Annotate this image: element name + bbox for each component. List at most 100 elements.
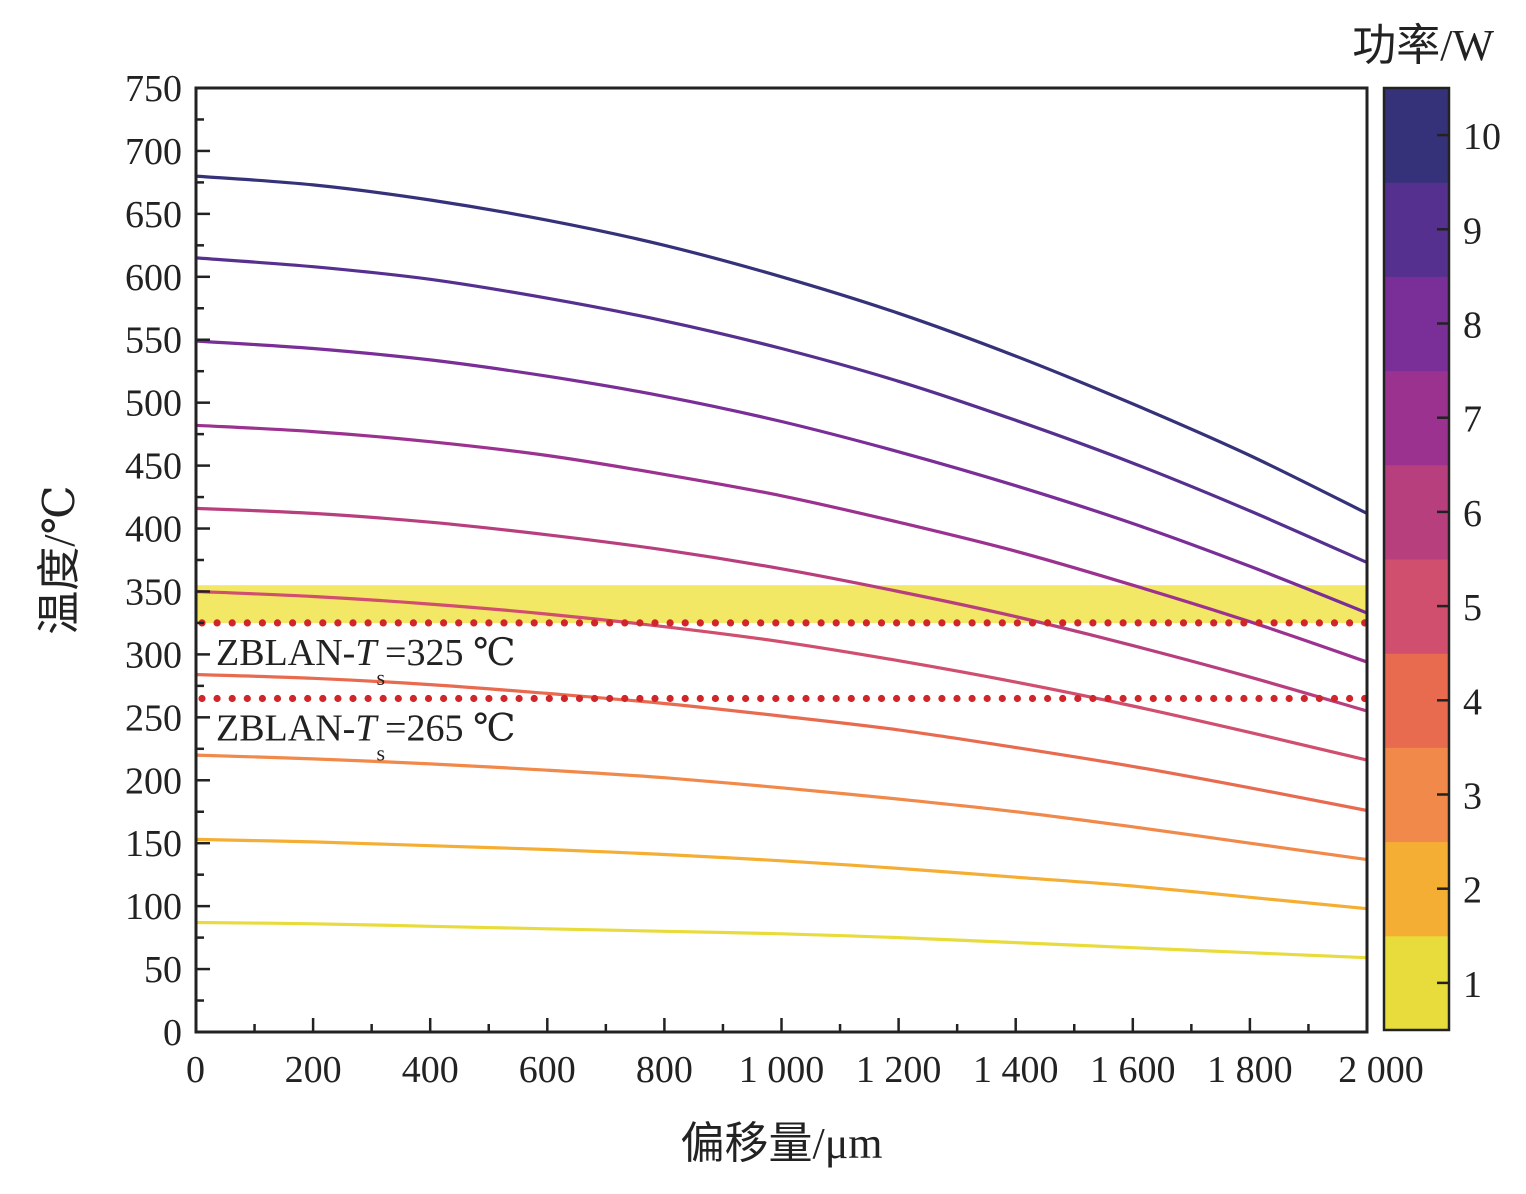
reference-dot <box>726 619 735 627</box>
reference-dot <box>1149 619 1157 627</box>
y-tick-label: 400 <box>125 509 182 551</box>
reference-dot <box>711 694 720 703</box>
reference-dot <box>862 694 871 703</box>
series-line-3 <box>195 753 1368 862</box>
axis-ticks: 0 200 400 600 800 1 000 1 200 1 400 1 600 1 800 2 … <box>125 68 1424 1091</box>
reference-dot <box>998 694 1006 703</box>
reference-dot <box>575 694 584 703</box>
reference-dot <box>636 619 644 627</box>
reference-dot <box>696 694 704 703</box>
reference-dot <box>289 694 297 703</box>
series-line-2 <box>195 837 1368 911</box>
reference-dot <box>485 694 493 703</box>
reference-dot <box>787 694 795 703</box>
series-line-6 <box>195 506 1368 713</box>
reference-dot <box>1210 619 1218 627</box>
reference-dot <box>1149 694 1157 703</box>
reference-dot <box>1089 694 1097 703</box>
reference-dot <box>1195 619 1203 627</box>
series-line-9 <box>195 256 1368 564</box>
reference-dot <box>621 694 629 703</box>
reference-line-265: ZBLAN-Ts=265 ℃ <box>198 694 1369 766</box>
reference-dot <box>696 619 704 627</box>
reference-label-value: =325 ℃ <box>385 632 515 674</box>
reference-dot <box>847 694 855 703</box>
x-tick-label: 1 200 <box>856 1049 942 1091</box>
reference-dot <box>666 619 674 627</box>
reference-dot <box>1119 694 1127 703</box>
reference-label-var: T <box>355 632 379 674</box>
highlight-band <box>196 585 1367 623</box>
x-tick-label: 2 000 <box>1338 1049 1424 1091</box>
reference-dot <box>923 619 931 627</box>
reference-dot <box>560 619 569 627</box>
y-tick-label: 300 <box>125 634 182 676</box>
reference-dot <box>334 694 342 703</box>
reference-dot <box>938 694 946 703</box>
series-line-8 <box>195 339 1368 615</box>
reference-dot <box>1330 694 1339 703</box>
reference-dot <box>787 619 795 627</box>
colorbar-label: 1 <box>1463 964 1482 1006</box>
y-tick-label: 250 <box>125 697 182 739</box>
reference-dot <box>802 694 810 703</box>
reference-dot <box>1059 694 1067 703</box>
reference-dot <box>877 694 886 703</box>
reference-dot <box>862 619 871 627</box>
x-tick-label: 200 <box>285 1049 342 1091</box>
colorbar-label: 5 <box>1463 587 1482 629</box>
reference-dot <box>1134 619 1142 627</box>
y-tick-label: 600 <box>125 257 182 299</box>
reference-dot <box>1210 694 1218 703</box>
reference-dot <box>817 619 825 627</box>
x-axis-title: 偏移量/μm <box>680 1119 882 1168</box>
x-tick-label: 0 <box>186 1049 205 1091</box>
x-tick-label: 1 600 <box>1090 1049 1176 1091</box>
reference-label: ZBLAN-Ts=325 ℃ <box>216 632 515 690</box>
colorbar-label: 2 <box>1463 870 1482 912</box>
reference-dot <box>893 619 901 627</box>
reference-dot <box>621 619 629 627</box>
reference-dot <box>591 694 599 703</box>
reference-dot <box>1270 619 1278 627</box>
colorbar-label: 6 <box>1463 493 1482 535</box>
reference-dot <box>742 694 750 703</box>
colorbar: 1 2 3 4 5 6 7 8 9 10 <box>1382 86 1501 1032</box>
reference-label-var: T <box>355 708 379 750</box>
reference-dot <box>651 619 659 627</box>
reference-dot <box>1300 619 1308 627</box>
x-tick-label: 400 <box>402 1049 459 1091</box>
reference-dot <box>1195 694 1203 703</box>
y-tick-label: 200 <box>125 760 182 802</box>
reference-dot <box>500 619 508 627</box>
reference-dot <box>757 619 765 627</box>
reference-dot <box>1164 694 1172 703</box>
colorbar-label: 7 <box>1463 399 1482 441</box>
reference-dot <box>681 619 689 627</box>
reference-dot <box>968 694 976 703</box>
reference-dot <box>742 619 750 627</box>
reference-dot <box>711 619 720 627</box>
reference-dot <box>1300 694 1308 703</box>
reference-dot <box>500 694 508 703</box>
reference-dot <box>591 619 599 627</box>
x-tick-label: 600 <box>519 1049 576 1091</box>
reference-dot <box>228 694 236 703</box>
reference-dot <box>1240 619 1248 627</box>
y-tick-label: 0 <box>163 1012 182 1054</box>
reference-dot <box>1089 619 1097 627</box>
reference-dot <box>228 619 236 627</box>
reference-dot <box>455 694 463 703</box>
reference-dot <box>606 619 614 627</box>
reference-dot <box>651 694 659 703</box>
colorbar-label: 3 <box>1463 776 1482 818</box>
reference-dot <box>893 694 901 703</box>
y-tick-label: 550 <box>125 320 182 362</box>
reference-dot <box>1179 694 1188 703</box>
reference-dot <box>817 694 825 703</box>
reference-dot <box>198 694 206 703</box>
reference-dot <box>1044 619 1052 627</box>
reference-dot <box>334 619 342 627</box>
reference-dot <box>666 694 674 703</box>
reference-dot <box>530 619 538 627</box>
